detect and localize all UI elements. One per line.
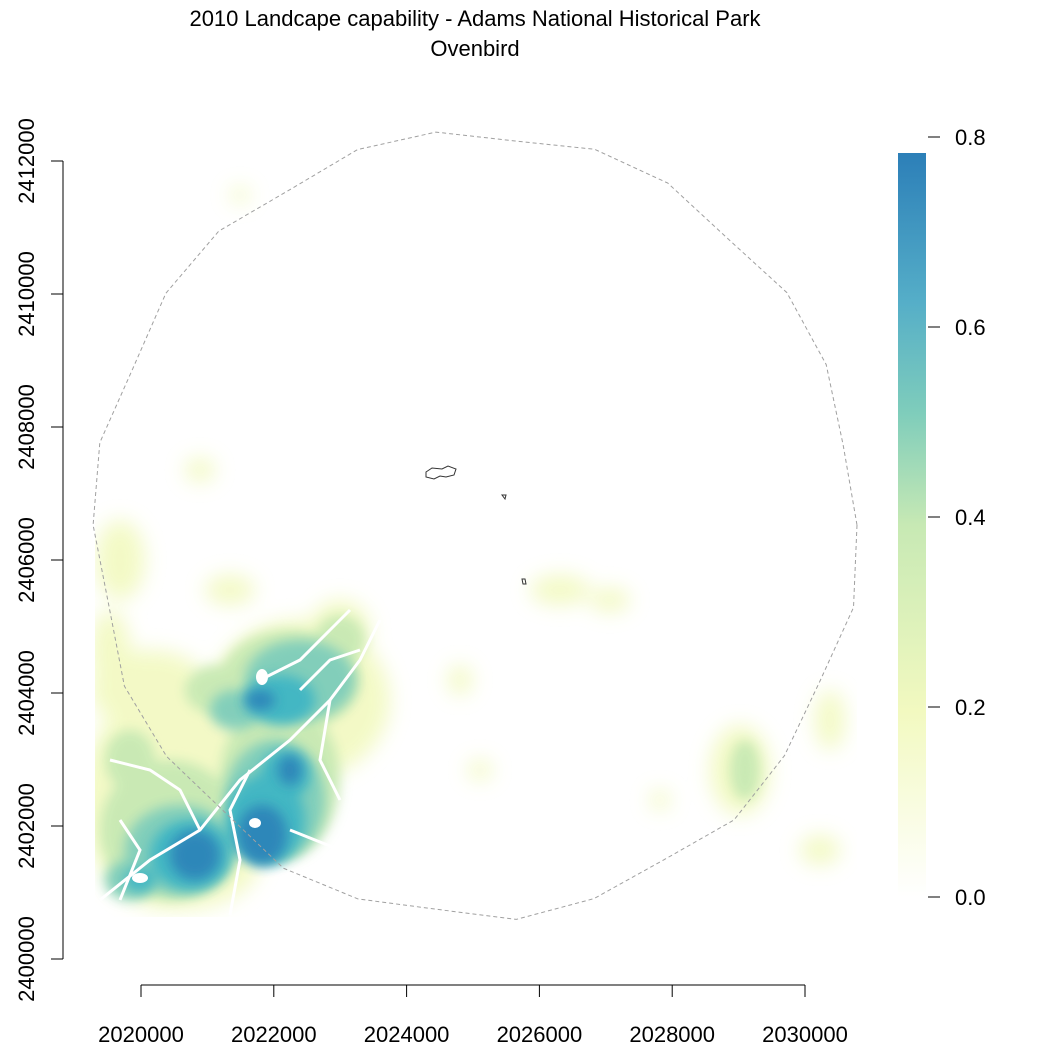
study-area-buffer-outline	[92, 131, 858, 920]
raster-gap	[256, 669, 268, 685]
raster-patch	[95, 610, 130, 690]
stream-line	[118, 819, 142, 901]
y-tick-label: 2412000	[14, 118, 39, 204]
raster-patch	[590, 588, 630, 612]
legend-tick-label: 0.2	[955, 695, 986, 720]
raster-patch	[205, 575, 255, 605]
y-tick-label: 2400000	[14, 916, 39, 1002]
x-tick-label: 2028000	[629, 1022, 715, 1047]
legend-tick-label: 0.0	[955, 885, 986, 910]
stream-line	[109, 758, 202, 831]
y-axis: 2400000 2402000 2404000 2406000 2408000 24100…	[14, 118, 64, 1002]
x-tick-label: 2026000	[497, 1022, 583, 1047]
stream-line	[289, 828, 371, 862]
x-tick-label: 2020000	[98, 1022, 184, 1047]
x-axis: 2020000 2022000 2024000 2026000 2028000 20300…	[98, 984, 848, 1047]
x-tick-label: 2030000	[762, 1022, 848, 1047]
raster-gap	[132, 873, 148, 883]
y-tick-label: 2410000	[14, 251, 39, 337]
legend-colorbar	[898, 153, 926, 897]
raster-patch	[730, 740, 760, 800]
raster-patch	[650, 790, 670, 810]
raster-value-layer	[170, 690, 302, 880]
stream-network	[99, 608, 382, 916]
raster-patch	[530, 575, 590, 605]
raster-patch	[245, 675, 315, 725]
raster-patch	[245, 690, 275, 710]
stream-line	[259, 608, 352, 682]
legend-tick-label: 0.6	[955, 315, 986, 340]
y-tick-label: 2406000	[14, 517, 39, 603]
raster-patch	[468, 760, 492, 780]
stream-line	[99, 619, 382, 902]
stream-line	[318, 699, 342, 801]
x-tick-label: 2022000	[231, 1022, 317, 1047]
raster-patch	[448, 665, 472, 695]
plot-title: 2010 Landcape capability - Adams Nationa…	[189, 6, 761, 31]
y-tick-label: 2402000	[14, 783, 39, 869]
y-tick-label: 2404000	[14, 650, 39, 736]
raster-gap	[249, 818, 261, 828]
raster-patch	[800, 835, 840, 865]
raster-patch	[95, 520, 145, 600]
stream-line	[228, 769, 252, 916]
legend: 0.0 0.2 0.4 0.6 0.8	[928, 125, 986, 910]
x-tick-label: 2024000	[364, 1022, 450, 1047]
capability-raster	[95, 187, 845, 910]
stream-line	[298, 648, 361, 692]
raster-patch	[185, 458, 215, 482]
legend-tick-label: 0.8	[955, 125, 986, 150]
raster-patch	[815, 690, 845, 750]
plot-subtitle: Ovenbird	[430, 36, 520, 61]
raster-patch	[278, 755, 302, 785]
raster-patch	[237, 805, 287, 865]
raster-patch	[170, 830, 220, 880]
raster-patch	[230, 187, 250, 203]
y-tick-label: 2408000	[14, 384, 39, 470]
legend-tick-label: 0.4	[955, 505, 986, 530]
raster-patch	[105, 730, 155, 790]
park-boundary	[425, 465, 527, 585]
